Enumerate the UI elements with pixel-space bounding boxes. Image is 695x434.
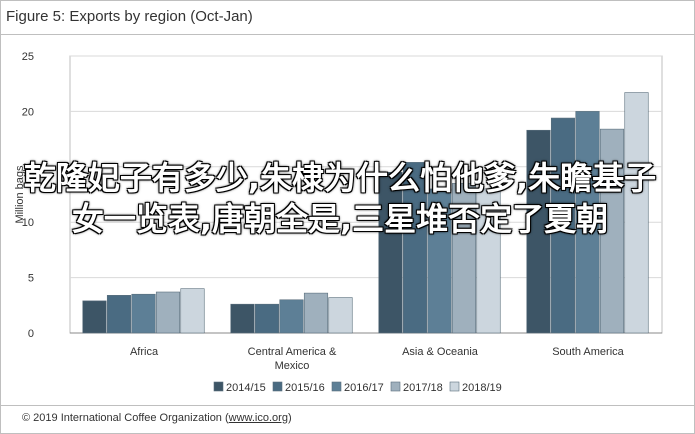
title-divider bbox=[0, 34, 695, 35]
bar bbox=[180, 288, 205, 334]
y-tick-label: 20 bbox=[22, 106, 34, 118]
bar bbox=[303, 292, 329, 334]
bar bbox=[82, 300, 107, 334]
bar bbox=[131, 293, 156, 334]
legend-swatch bbox=[213, 381, 224, 392]
copyright-footer: © 2019 International Coffee Organization… bbox=[22, 412, 292, 424]
legend-label: 2014/15 bbox=[226, 382, 266, 394]
footer-prefix: © 2019 International Coffee Organization… bbox=[22, 412, 229, 424]
y-axis-label: Million bags bbox=[14, 165, 26, 224]
legend-swatch bbox=[449, 381, 460, 392]
legend-label: 2017/18 bbox=[403, 382, 443, 394]
bar bbox=[451, 183, 477, 334]
bar bbox=[550, 117, 576, 334]
bar bbox=[624, 92, 649, 334]
legend-label: 2016/17 bbox=[344, 382, 384, 394]
footer-link[interactable]: www.ico.org bbox=[228, 412, 288, 424]
bar bbox=[279, 299, 304, 334]
bar bbox=[254, 303, 280, 334]
x-tick-label: Central America & bbox=[248, 346, 337, 358]
x-tick-label: South America bbox=[552, 346, 624, 358]
legend-swatch bbox=[272, 381, 283, 392]
bar bbox=[476, 188, 501, 334]
bar bbox=[526, 129, 551, 334]
bar bbox=[155, 291, 181, 334]
y-tick-label: 25 bbox=[22, 51, 34, 63]
bar bbox=[378, 172, 403, 334]
chart-svg: 0 5 10 15 20 25 Million bags Africa Central Amer… bbox=[14, 51, 663, 394]
legend-swatch bbox=[331, 381, 342, 392]
chart-title: Figure 5: Exports by region (Oct-Jan) bbox=[6, 8, 253, 25]
footer-divider bbox=[0, 405, 695, 406]
y-tick-label: 0 bbox=[28, 328, 34, 340]
bar bbox=[328, 297, 353, 334]
legend-label: 2015/16 bbox=[285, 382, 325, 394]
x-tick-label: Asia & Oceania bbox=[402, 346, 479, 358]
bar bbox=[599, 128, 625, 334]
x-tick-label: Mexico bbox=[275, 360, 310, 372]
legend-swatch bbox=[390, 381, 401, 392]
bar bbox=[106, 295, 132, 334]
bar bbox=[575, 111, 600, 334]
bar bbox=[402, 162, 428, 334]
footer-suffix: ) bbox=[287, 412, 292, 424]
x-tick-label: Africa bbox=[130, 346, 159, 358]
bar bbox=[427, 188, 452, 334]
bar bbox=[230, 303, 255, 334]
y-tick-label: 15 bbox=[22, 162, 34, 174]
legend-label: 2018/19 bbox=[462, 382, 502, 394]
y-tick-label: 5 bbox=[28, 273, 34, 285]
watermark-overlay-text: 乾隆妃子有多少,朱棣为什么怕他爹,朱瞻基子女一览表,唐朝全是,三星堆否定了夏朝 bbox=[23, 159, 657, 238]
y-tick-label: 10 bbox=[22, 217, 34, 229]
